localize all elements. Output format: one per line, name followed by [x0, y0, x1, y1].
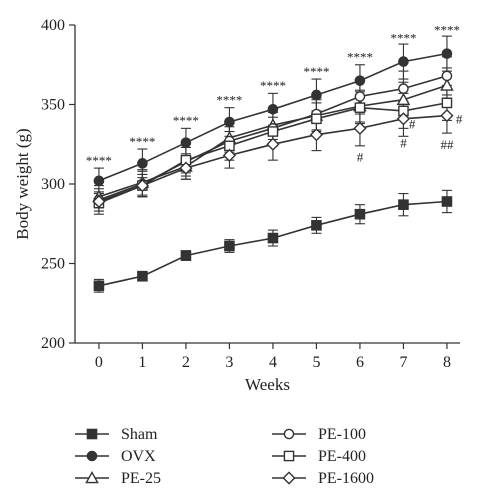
legend-label-pe-100: PE-100 [318, 426, 366, 443]
data-point-sham [441, 196, 453, 207]
data-point-pe-400 [267, 126, 279, 137]
data-point-pe-1600 [135, 179, 150, 193]
legend-marker-pe-25 [85, 470, 99, 484]
significance-marker: **** [303, 64, 329, 79]
data-point-pe-1600 [266, 137, 280, 151]
data-point-sham [311, 220, 322, 231]
data-point-sham [224, 240, 235, 252]
legend-marker-pe-1600 [282, 471, 296, 485]
x-tick-label: 1 [138, 354, 146, 371]
significance-annotations: ************************************####… [86, 23, 463, 168]
data-point-ovx [311, 89, 322, 101]
data-point-pe-100 [441, 70, 453, 82]
significance-marker: **** [173, 113, 199, 128]
significance-marker: **** [434, 23, 460, 38]
significance-marker: **** [347, 50, 373, 65]
data-point-sham [137, 270, 148, 282]
y-tick-label: 350 [41, 97, 65, 114]
x-tick-label: 2 [182, 354, 190, 371]
x-tick-label: 5 [312, 354, 320, 371]
data-point-sham [354, 208, 366, 220]
data-point-pe-25 [396, 92, 411, 106]
significance-marker: # [357, 150, 364, 165]
data-point-ovx [137, 158, 148, 169]
significance-marker: ## [440, 137, 454, 152]
legend-label-pe-25: PE-25 [121, 470, 161, 487]
data-point-ovx [441, 48, 453, 59]
significance-marker: **** [129, 134, 155, 149]
x-tick-label: 4 [269, 354, 277, 371]
data-point-pe-1600 [92, 194, 106, 209]
legend-marker-pe-400 [283, 450, 295, 462]
data-point-ovx [93, 175, 105, 187]
data-point-pe-100 [354, 91, 366, 102]
x-tick-label: 0 [95, 354, 103, 371]
y-tick-label: 300 [41, 176, 65, 193]
significance-marker: # [400, 135, 407, 150]
significance-marker: # [409, 116, 416, 131]
legend-marker-ovx [86, 450, 98, 462]
legend-label-pe-1600: PE-1600 [318, 470, 374, 487]
data-point-ovx [224, 116, 235, 128]
legend-marker-pe-100 [283, 428, 295, 440]
data-point-pe-1600 [396, 112, 411, 126]
x-axis-title: Weeks [245, 375, 290, 394]
data-point-pe-400 [354, 102, 366, 113]
y-tick-label: 250 [41, 256, 65, 273]
y-tick-label: 200 [41, 335, 65, 352]
y-tick-label: 400 [41, 17, 65, 34]
data-point-pe-400 [311, 113, 322, 125]
x-tick-label: 7 [399, 354, 407, 371]
significance-marker: **** [216, 93, 242, 108]
significance-marker: # [456, 112, 463, 127]
data-point-ovx [398, 56, 409, 67]
axes: 200 250 300 350 400 0 1 2 3 4 5 6 7 8 Weeks Body weight… [13, 17, 460, 394]
data-point-pe-1600 [353, 121, 367, 135]
data-point-sham [398, 199, 409, 210]
data-point-pe-1600 [309, 128, 324, 142]
data-point-pe-25 [440, 78, 454, 91]
data-point-ovx [354, 75, 366, 86]
data-point-pe-400 [441, 97, 453, 109]
x-tick-label: 8 [443, 354, 451, 371]
y-axis-title: Body weight (g) [13, 128, 32, 239]
data-point-pe-1600 [440, 109, 454, 123]
data-point-pe-100 [398, 83, 409, 94]
data-point-ovx [180, 137, 192, 148]
data-point-sham [267, 232, 279, 244]
legend: Sham OVX PE-25 PE-100 PE-400 PE-1600 [75, 426, 374, 487]
legend-label-pe-400: PE-400 [318, 448, 366, 465]
significance-marker: **** [86, 153, 112, 168]
legend-label-ovx: OVX [121, 448, 156, 465]
significance-marker: **** [390, 30, 416, 45]
significance-marker: **** [260, 78, 286, 93]
data-point-pe-1600 [179, 161, 193, 175]
data-point-sham [180, 250, 192, 261]
x-tick-label: 3 [225, 354, 233, 371]
data-point-ovx [267, 103, 279, 115]
legend-marker-sham [86, 428, 98, 440]
series-markers [92, 48, 454, 292]
data-point-pe-1600 [222, 148, 237, 162]
legend-label-sham: Sham [121, 426, 158, 443]
data-point-sham [93, 280, 105, 292]
x-tick-label: 6 [356, 354, 364, 371]
